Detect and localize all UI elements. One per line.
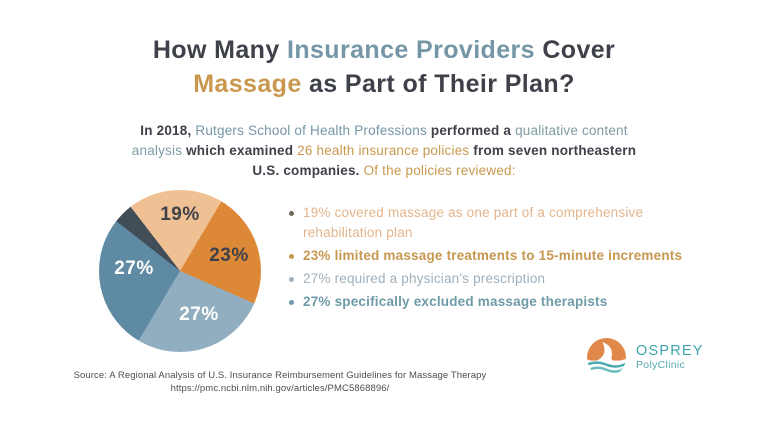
source-text: Source: A Regional Analysis of U.S. Insu… [60, 369, 500, 395]
intro-segment: 26 health insurance policies [297, 143, 470, 158]
intro-line: In 2018, Rutgers School of Health Profes… [0, 121, 768, 141]
intro-segment: performed a [426, 123, 516, 138]
list-item: 23% limited massage treatments to 15-min… [286, 246, 716, 266]
pie-slice-label: 23% [209, 245, 249, 266]
intro-paragraph: In 2018, Rutgers School of Health Profes… [0, 121, 768, 181]
intro-line: U.S. companies. Of the policies reviewed… [0, 161, 768, 181]
bullet-list: 19% covered massage as one part of a com… [286, 203, 716, 315]
osprey-logo-icon [587, 338, 626, 377]
bullet-dot-icon [289, 277, 294, 282]
intro-segment: Of the policies reviewed: [363, 163, 516, 178]
title-line: How Many Insurance Providers Cover [0, 33, 768, 67]
intro-segment: analysis [131, 143, 183, 158]
list-item: 19% covered massage as one part of a com… [286, 203, 716, 243]
intro-segment: from seven northeastern [469, 143, 637, 158]
intro-line: analysis which examined 26 health insura… [0, 141, 768, 161]
bullet-dot-icon [289, 300, 294, 305]
logo-subname: PolyClinic [636, 358, 686, 371]
title-segment: How Many [152, 36, 287, 64]
intro-segment: In 2018, [140, 123, 196, 138]
pie-slice-label: 19% [160, 204, 200, 225]
title-segment: Massage [193, 70, 302, 98]
pie-slice-label: 27% [114, 258, 154, 279]
bullet-text: 27% specifically excluded massage therap… [303, 294, 608, 309]
intro-segment: which examined [182, 143, 298, 158]
logo: OSPREY PolyClinic [586, 337, 704, 378]
bullet-text: 19% covered massage as one part of a com… [303, 205, 644, 240]
logo-name: OSPREY [636, 343, 704, 360]
list-item: 27% required a physician's prescription [286, 269, 716, 289]
title-segment: Insurance Providers [286, 36, 535, 64]
bullet-dot-icon [289, 254, 294, 259]
source-citation: Source: A Regional Analysis of U.S. Insu… [73, 370, 487, 381]
title-segment: as Part of Their Plan? [301, 70, 575, 98]
list-item: 27% specifically excluded massage therap… [286, 292, 716, 312]
pie-chart: 19% 23% 27% 27% [99, 190, 261, 352]
pie-slice-label: 27% [179, 304, 219, 325]
intro-segment: U.S. companies. [252, 163, 364, 178]
infographic-title: How Many Insurance Providers Cover Massag… [0, 33, 768, 101]
title-line: Massage as Part of Their Plan? [0, 67, 768, 101]
bullet-dot-icon [289, 211, 294, 216]
intro-segment: Rutgers School of Health Professions [195, 123, 427, 138]
bullet-text: 27% required a physician's prescription [303, 271, 546, 286]
source-url: https://pmc.ncbi.nlm.nih.gov/articles/PM… [170, 383, 390, 394]
title-segment: Cover [534, 36, 616, 64]
bullet-text: 23% limited massage treatments to 15-min… [303, 248, 683, 263]
intro-segment: qualitative content [515, 123, 628, 138]
